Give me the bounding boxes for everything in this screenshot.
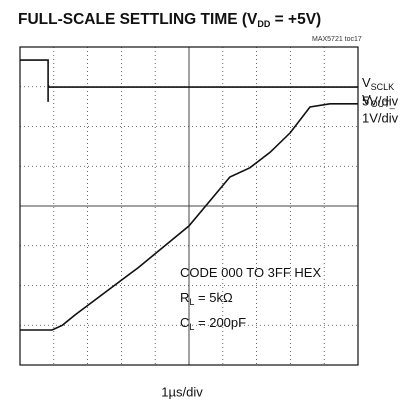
label: CODE 000 TO 3FF HEX bbox=[180, 265, 321, 280]
chart-title: FULL-SCALE SETTLING TIME (VDD = +5V) bbox=[18, 11, 321, 29]
trace bbox=[20, 103, 358, 331]
label: VSCLK bbox=[362, 76, 394, 93]
label-sub: L bbox=[189, 297, 194, 307]
label-sub: L bbox=[189, 322, 194, 332]
trace bbox=[20, 59, 358, 102]
label-main: C bbox=[180, 315, 189, 330]
plot-frame bbox=[19, 46, 359, 366]
label: VOUT_ bbox=[362, 92, 396, 109]
x-axis-label: 1µs/div bbox=[161, 384, 203, 399]
label-after: = 200pF bbox=[194, 315, 246, 330]
label-after: = 5kΩ bbox=[194, 290, 233, 305]
label: CL = 200pF bbox=[180, 315, 246, 332]
label-sub: OUT_ bbox=[371, 99, 396, 109]
label-main: CODE 000 TO 3FF HEX bbox=[180, 265, 321, 280]
label: RL = 5kΩ bbox=[180, 290, 233, 307]
chart-subtitle: MAX5721 toc17 bbox=[312, 36, 362, 43]
trace-scale: 5V/div bbox=[362, 94, 399, 109]
label-main: R bbox=[180, 290, 189, 305]
label-sub: SCLK bbox=[371, 83, 395, 93]
trace-scale: 1V/div bbox=[362, 110, 399, 125]
label-main: V bbox=[362, 76, 371, 91]
label-main: V bbox=[362, 92, 371, 107]
